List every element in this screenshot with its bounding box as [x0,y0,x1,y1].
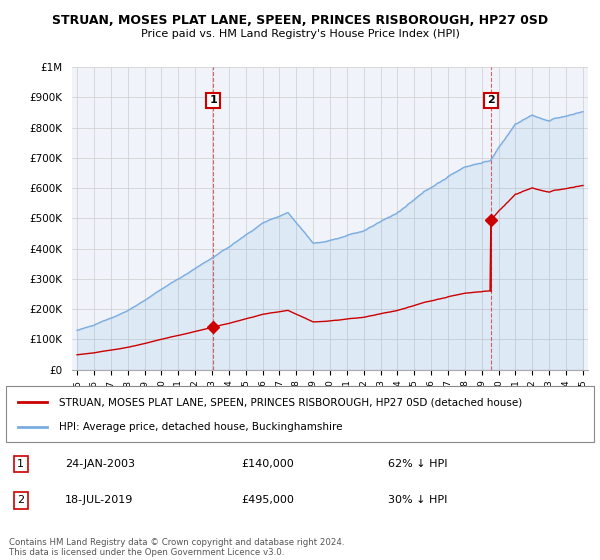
FancyBboxPatch shape [6,386,594,442]
Text: 24-JAN-2003: 24-JAN-2003 [65,459,135,469]
Text: 1: 1 [17,459,24,469]
Text: HPI: Average price, detached house, Buckinghamshire: HPI: Average price, detached house, Buck… [59,422,343,432]
Text: 62% ↓ HPI: 62% ↓ HPI [388,459,448,469]
Text: 30% ↓ HPI: 30% ↓ HPI [388,496,448,506]
Text: Contains HM Land Registry data © Crown copyright and database right 2024.
This d: Contains HM Land Registry data © Crown c… [9,538,344,557]
Text: Price paid vs. HM Land Registry's House Price Index (HPI): Price paid vs. HM Land Registry's House … [140,29,460,39]
Text: STRUAN, MOSES PLAT LANE, SPEEN, PRINCES RISBOROUGH, HP27 0SD (detached house): STRUAN, MOSES PLAT LANE, SPEEN, PRINCES … [59,397,522,407]
Text: 18-JUL-2019: 18-JUL-2019 [65,496,133,506]
Text: 2: 2 [17,496,24,506]
Text: 2: 2 [487,95,495,105]
Text: £140,000: £140,000 [241,459,294,469]
Text: £495,000: £495,000 [241,496,294,506]
Text: STRUAN, MOSES PLAT LANE, SPEEN, PRINCES RISBOROUGH, HP27 0SD: STRUAN, MOSES PLAT LANE, SPEEN, PRINCES … [52,14,548,27]
Text: 1: 1 [209,95,217,105]
